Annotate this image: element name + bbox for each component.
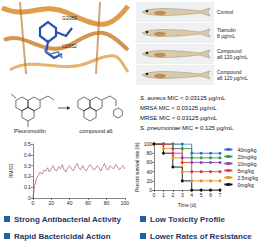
svg-text:60: 60 [85,200,91,206]
svg-text:0: 0 [149,187,152,194]
svg-text:2: 2 [171,192,174,198]
svg-text:7: 7 [219,192,222,198]
svg-text:Compound: Compound [217,69,242,75]
svg-text:60: 60 [146,159,152,165]
svg-text:5: 5 [200,192,203,198]
svg-text:Compound: Compound [217,48,242,54]
svg-text:S. aureus MIC < 0.03125 μg/mL: S. aureus MIC < 0.03125 μg/mL [140,95,226,101]
svg-text:compound a6: compound a6 [79,128,112,134]
svg-text:U2652: U2652 [62,43,77,49]
svg-text:80: 80 [146,150,152,156]
svg-text:4: 4 [190,192,193,198]
svg-text:20: 20 [146,178,152,184]
svg-text:a6 120 μg/mL: a6 120 μg/mL [217,54,248,60]
svg-text:Tiamulin: Tiamulin [217,27,236,33]
svg-text:100: 100 [121,200,130,206]
svg-text:MRSE MIC < 0.03125 μg/mL: MRSE MIC < 0.03125 μg/mL [140,115,218,121]
svg-text:0mg/kg: 0mg/kg [237,182,254,188]
svg-text:Percent survival rate (%): Percent survival rate (%) [135,142,140,192]
svg-text:40mg/kg: 40mg/kg [237,147,256,153]
svg-text:0.3: 0.3 [24,163,31,169]
svg-text:0: 0 [153,192,156,198]
svg-text:S. pneumoniae MIC = 0.125 μg/m: S. pneumoniae MIC = 0.125 μg/mL [140,125,234,131]
svg-text:0.5: 0.5 [24,141,31,147]
svg-text:MRSA MIC < 0.03125 μg/mL: MRSA MIC < 0.03125 μg/mL [140,105,217,111]
svg-text:3: 3 [181,192,184,198]
svg-text:1: 1 [162,192,165,198]
svg-text:100: 100 [144,141,153,147]
svg-text:RMSD: RMSD [8,163,14,178]
svg-text:40: 40 [67,200,73,206]
svg-text:8 μg/mL: 8 μg/mL [217,33,235,39]
svg-text:Control: Control [217,9,233,15]
svg-text:Time (d): Time (d) [178,202,197,208]
svg-text:G2089: G2089 [62,15,77,21]
svg-text:2.5mg/kg: 2.5mg/kg [237,175,258,181]
svg-text:Lower Rates of Resistance: Lower Rates of Resistance [150,232,252,241]
svg-text:0: 0 [31,200,34,206]
svg-text:0.1: 0.1 [24,184,31,190]
svg-text:10mg/kg: 10mg/kg [237,161,256,167]
svg-text:20: 20 [48,200,54,206]
svg-text:Low Toxicity Profile: Low Toxicity Profile [150,215,226,224]
svg-text:Pleuromutilin: Pleuromutilin [14,128,46,134]
svg-text:80: 80 [104,200,110,206]
svg-text:40: 40 [146,169,152,175]
svg-text:6: 6 [209,192,212,198]
svg-text:0.2: 0.2 [24,173,31,179]
svg-text:5mg/kg: 5mg/kg [237,168,254,174]
svg-text:0: 0 [28,195,31,201]
svg-text:Strong Antibacterial Activity: Strong Antibacterial Activity [14,215,122,224]
svg-text:Rapid Bactericidal Action: Rapid Bactericidal Action [14,232,111,241]
svg-text:a6 120 μg/mL: a6 120 μg/mL [217,75,248,81]
svg-text:0.4: 0.4 [24,152,31,158]
svg-text:20mg/kg: 20mg/kg [237,154,256,160]
